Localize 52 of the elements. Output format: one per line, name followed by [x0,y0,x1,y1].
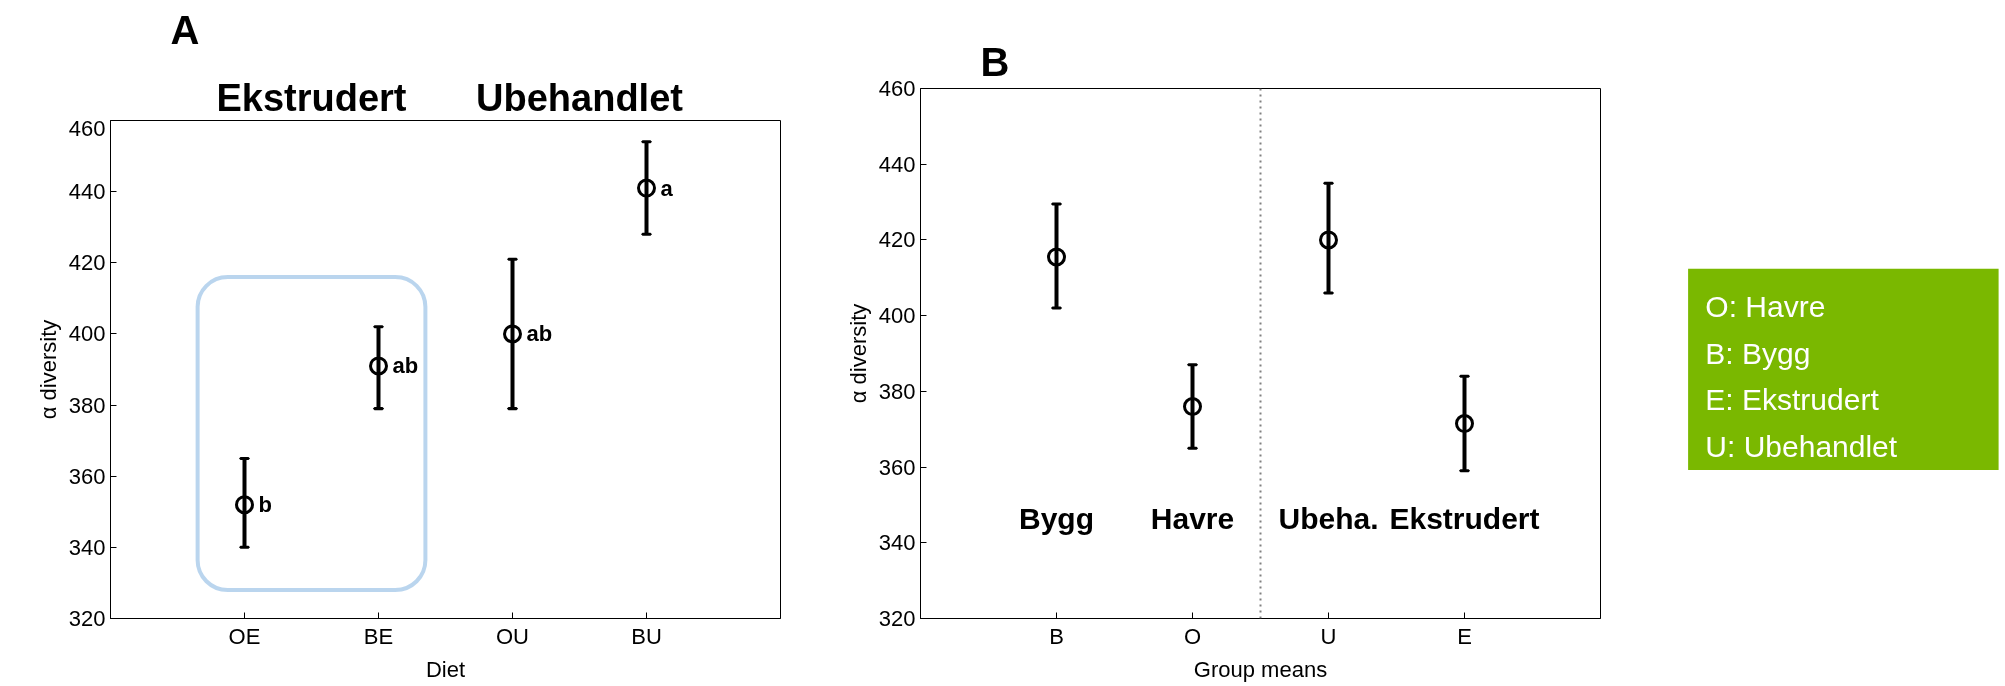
x-tick-label: OE [228,623,261,649]
point [503,324,522,344]
point [369,356,388,376]
y-tick-label: 320 [68,606,106,631]
y-axis-title: α diversity [35,319,61,420]
text: B: Bygg [1705,336,1811,370]
x-tick-label: BU [631,623,662,649]
text: E: Ekstrudert [1705,383,1880,417]
text: O: Havre [1705,289,1826,323]
y-tick-label: 360 [878,454,916,480]
point [1047,247,1066,267]
y-tick-label: 440 [878,151,916,177]
y-tick-label: 340 [878,530,916,556]
text: Ubehandlet [476,77,684,120]
annotation: b [258,492,272,518]
x-tick-label: O [1183,623,1202,649]
annotation: ab [526,321,553,347]
y-tick-label: 400 [878,303,916,329]
y-tick-label: 420 [878,227,916,253]
annotation: Bygg [1019,502,1094,536]
y-tick-label: 360 [68,463,106,489]
x-tick-label: E [1457,623,1472,649]
annotation: Ekstrudert [1389,502,1540,536]
chart-title: A [170,7,200,52]
x-axis-title: Diet [425,656,466,682]
annotation: ab [392,353,419,379]
x-tick-label: B [1049,623,1064,649]
y-axis-title: α diversity [845,303,871,404]
y-tick-label: 420 [68,250,106,276]
x-tick-label: OU [496,623,529,649]
x-tick-label: BE [363,623,394,649]
chart-title: B [980,39,1010,84]
y-tick-label: 440 [68,179,106,205]
point [1319,230,1338,250]
y-tick-label: 460 [68,115,106,141]
text: U: Ubehandlet [1705,429,1898,463]
y-tick-label: 320 [878,606,916,631]
y-tick-label: 380 [878,378,916,404]
point [637,178,656,198]
x-axis-title: Group means [1193,656,1328,682]
y-tick-label: 380 [68,392,106,418]
point [235,495,254,515]
y-tick-label: 400 [68,321,106,347]
y-tick-label: 460 [878,76,916,101]
annotation: Ubeha. [1278,502,1379,536]
annotation: a [660,175,674,201]
point [1455,414,1474,434]
x-tick-label: U [1320,623,1337,649]
annotation: Havre [1150,502,1235,536]
text: Ekstrudert [216,77,407,120]
point [1183,397,1202,416]
y-tick-label: 340 [68,534,106,560]
